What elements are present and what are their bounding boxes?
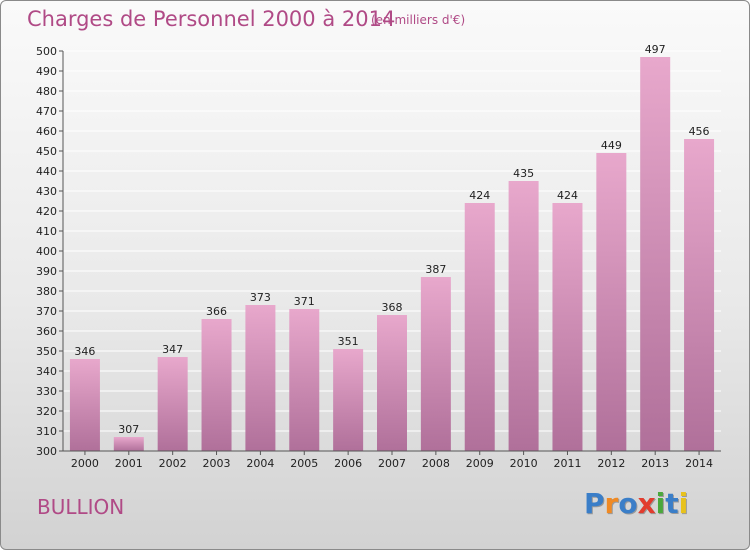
- y-tick-label: 400: [36, 245, 57, 258]
- x-tick-label: 2014: [685, 457, 713, 470]
- data-label: 347: [162, 343, 183, 356]
- y-tick-label: 490: [36, 65, 57, 78]
- x-tick-label: 2006: [334, 457, 362, 470]
- x-tick-label: 2005: [290, 457, 318, 470]
- logo-letter: r: [604, 487, 619, 520]
- x-tick-label: 2002: [159, 457, 187, 470]
- logo-letter: x: [637, 487, 656, 520]
- y-tick-label: 330: [36, 385, 57, 398]
- data-label: 366: [206, 305, 227, 318]
- bar-2011: [552, 203, 583, 451]
- logo-letter: o: [618, 487, 638, 520]
- data-label: 435: [513, 167, 534, 180]
- y-tick-label: 370: [36, 305, 57, 318]
- y-tick-label: 350: [36, 345, 57, 358]
- logo-letter: i: [655, 487, 666, 520]
- bar-2002: [157, 357, 188, 451]
- bar-2008: [420, 277, 451, 451]
- bar-2005: [289, 309, 320, 451]
- bar-2003: [201, 319, 232, 451]
- logo-letter: i: [678, 487, 689, 520]
- x-tick-label: 2003: [203, 457, 231, 470]
- x-tick-label: 2000: [71, 457, 99, 470]
- x-tick-label: 2008: [422, 457, 450, 470]
- place-name: BULLION: [37, 495, 125, 519]
- y-tick-label: 480: [36, 85, 57, 98]
- x-tick-label: 2004: [246, 457, 274, 470]
- x-tick-label: 2012: [597, 457, 625, 470]
- y-tick-label: 440: [36, 165, 57, 178]
- bar-2010: [508, 181, 539, 451]
- chart-title: Charges de Personnel 2000 à 2014: [27, 7, 396, 31]
- bar-2006: [333, 349, 364, 451]
- data-label: 373: [250, 291, 271, 304]
- bar-2004: [245, 305, 276, 451]
- data-label: 351: [338, 335, 359, 348]
- x-tick-label: 2007: [378, 457, 406, 470]
- data-label: 346: [74, 345, 95, 358]
- y-tick-label: 300: [36, 445, 57, 458]
- bar-2007: [377, 315, 407, 451]
- x-tick-label: 2001: [115, 457, 143, 470]
- data-label: 371: [294, 295, 315, 308]
- bar-2000: [69, 359, 100, 451]
- y-tick-label: 420: [36, 205, 57, 218]
- chart-subtitle: (en milliers d'€): [371, 13, 466, 27]
- data-label: 307: [118, 423, 139, 436]
- y-tick-label: 380: [36, 285, 57, 298]
- bar-2014: [684, 139, 715, 451]
- proxiti-logo: Proxiti: [584, 487, 688, 520]
- x-tick-label: 2010: [510, 457, 538, 470]
- logo-letter: t: [665, 487, 679, 520]
- data-label: 424: [557, 189, 578, 202]
- x-tick-label: 2013: [641, 457, 669, 470]
- y-tick-label: 320: [36, 405, 57, 418]
- y-tick-label: 470: [36, 105, 57, 118]
- data-label: 497: [645, 43, 666, 56]
- bar-2013: [640, 57, 671, 451]
- bar-2012: [596, 153, 627, 451]
- x-tick-label: 2009: [466, 457, 494, 470]
- logo-letter: P: [584, 487, 605, 520]
- data-label: 387: [425, 263, 446, 276]
- y-tick-label: 430: [36, 185, 57, 198]
- data-label: 424: [469, 189, 490, 202]
- y-tick-label: 340: [36, 365, 57, 378]
- bar-2001: [113, 437, 144, 451]
- data-label: 368: [382, 301, 403, 314]
- y-tick-label: 500: [36, 45, 57, 58]
- data-label: 456: [689, 125, 710, 138]
- y-tick-label: 460: [36, 125, 57, 138]
- x-tick-label: 2011: [553, 457, 581, 470]
- y-tick-label: 390: [36, 265, 57, 278]
- y-tick-label: 360: [36, 325, 57, 338]
- data-label: 449: [601, 139, 622, 152]
- y-tick-label: 310: [36, 425, 57, 438]
- y-tick-label: 450: [36, 145, 57, 158]
- bar-2009: [464, 203, 495, 451]
- y-tick-label: 410: [36, 225, 57, 238]
